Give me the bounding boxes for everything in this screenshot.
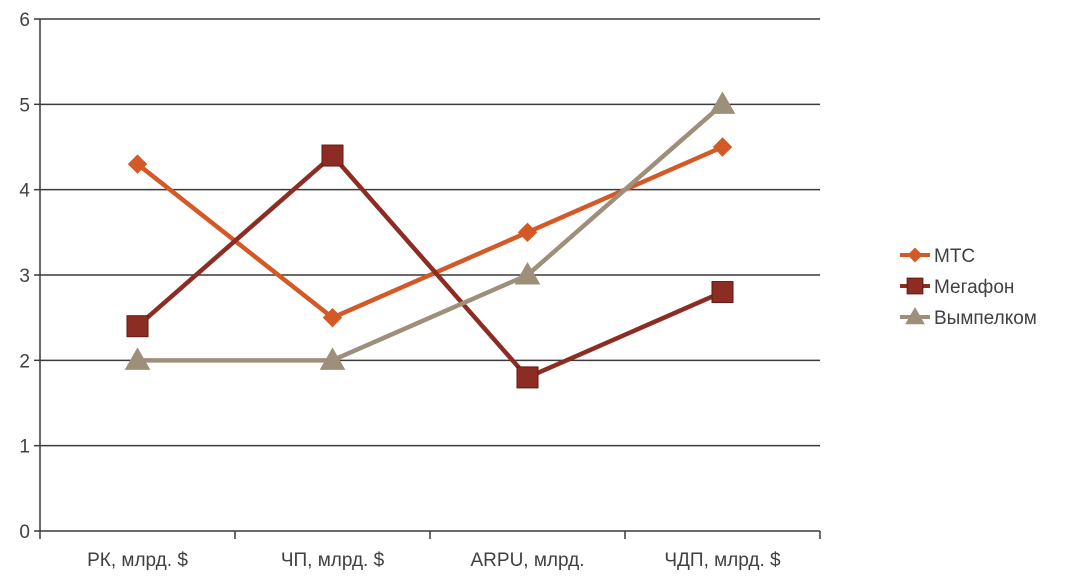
legend-label: Мегафон <box>934 277 1014 298</box>
series-line <box>135 144 725 320</box>
data-point-marker <box>712 137 733 157</box>
series-1 <box>126 144 734 389</box>
y-tick-label: 3 <box>19 266 30 287</box>
legend-label: Вымпелком <box>934 308 1037 329</box>
data-point-marker <box>126 315 149 338</box>
y-tick-label: 5 <box>19 95 30 116</box>
data-point-marker <box>709 91 736 114</box>
data-point-marker <box>322 307 343 328</box>
series-line <box>135 153 725 380</box>
x-tick-label: РК, млрд. $ <box>87 550 188 571</box>
tick-labels: 0 1 2 3 4 5 6 РК, млрд. $ ЧП, млрд. $ ARPU, млрд.… <box>19 10 781 571</box>
series-lines <box>124 91 736 389</box>
data-point-marker <box>127 154 148 174</box>
data-point-marker <box>514 261 541 285</box>
series-line <box>135 102 725 363</box>
legend-marker <box>906 277 924 295</box>
data-point-marker <box>711 281 734 304</box>
data-point-marker <box>319 347 346 370</box>
legend-item: МТС <box>900 246 975 267</box>
series-0 <box>127 137 733 328</box>
data-point-marker <box>516 366 539 389</box>
legend-item: Мегафон <box>900 277 1014 298</box>
legend: МТС Мегафон Вымпелком <box>900 246 1037 329</box>
axes <box>34 18 821 539</box>
x-tick-label: ЧП, млрд. $ <box>281 550 385 571</box>
legend-marker <box>907 247 923 263</box>
legend-marker <box>905 306 925 325</box>
y-tick-label: 4 <box>19 181 30 202</box>
y-tick-label: 0 <box>19 522 30 543</box>
legend-item: Вымпелком <box>900 306 1037 329</box>
data-point-marker <box>517 222 538 243</box>
y-tick-label: 1 <box>19 437 30 458</box>
data-point-marker <box>124 347 151 370</box>
series-2 <box>124 91 736 370</box>
data-point-marker <box>321 144 344 167</box>
x-tick-label: ARPU, млрд. <box>471 550 585 571</box>
x-tick-label: ЧДП, млрд. $ <box>664 550 781 571</box>
legend-label: МТС <box>934 246 975 267</box>
y-tick-label: 2 <box>19 351 30 372</box>
y-tick-label: 6 <box>19 10 30 31</box>
gridlines <box>40 18 820 447</box>
